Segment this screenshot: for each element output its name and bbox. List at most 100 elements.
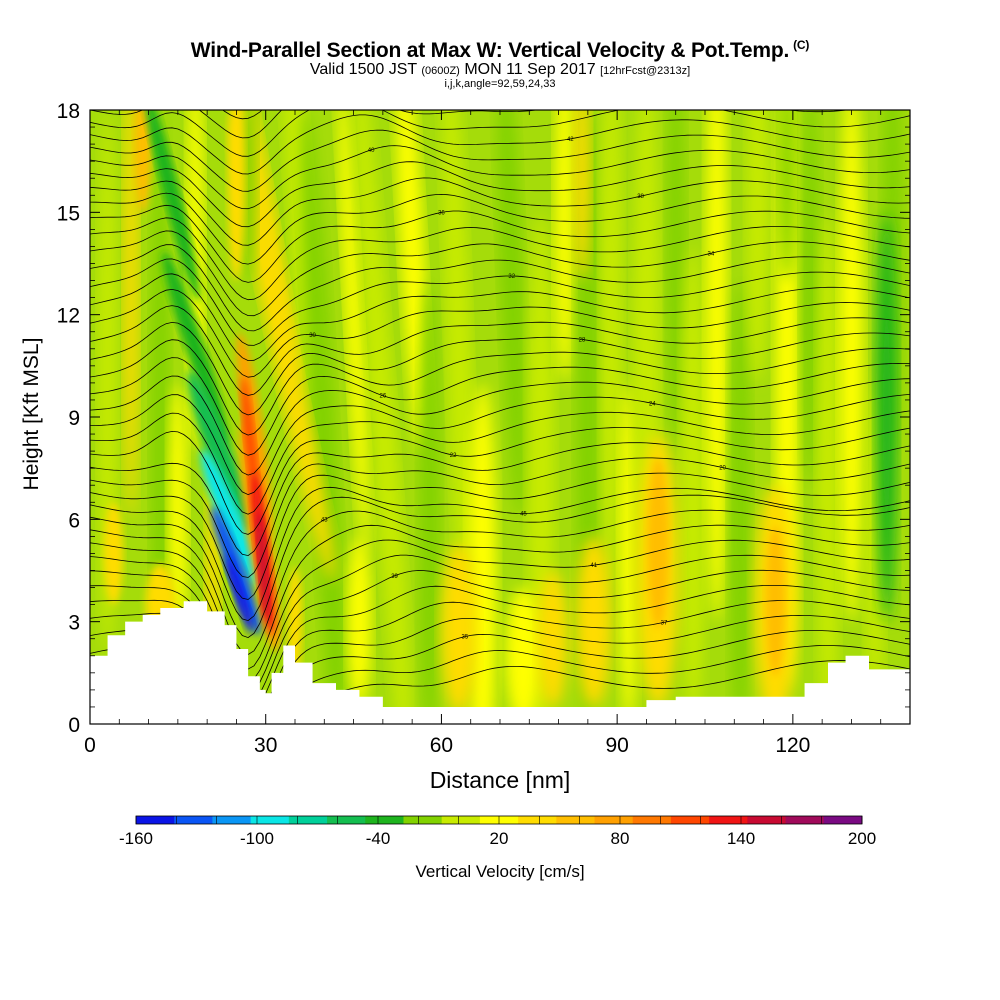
chart-subtitle: Valid 1500 JST (0600Z) MON 11 Sep 2017 [… (309, 61, 691, 78)
isentrope-line (90, 375, 910, 476)
colorbar-swatch (594, 816, 634, 824)
terrain (90, 601, 910, 724)
isentrope-line (90, 305, 910, 396)
isentrope-line (90, 442, 910, 557)
isentrope-line (90, 273, 910, 362)
updraft-97-core (647, 457, 669, 629)
isentrope-line (90, 217, 910, 301)
streak-18 (619, 382, 639, 724)
isentrope-label: 44 (298, 92, 305, 98)
velocity-field (98, 110, 903, 724)
updraft-surface-3 (576, 536, 612, 707)
colorbar-swatch (632, 816, 672, 824)
x-tick-label: 0 (84, 734, 96, 757)
colorbar-swatch (785, 816, 825, 824)
isentrope-label: 20 (719, 466, 726, 472)
isentropes (90, 110, 910, 724)
isentrope-line (90, 394, 910, 496)
downdraft-upper-1 (144, 110, 200, 302)
colorbar-tick-label: 140 (727, 829, 755, 848)
isentrope-line (90, 204, 910, 283)
streak-21 (681, 246, 705, 724)
colorbar-swatch (709, 816, 748, 824)
streak-39 (778, 110, 796, 281)
colorbar: -160 -100 -40 20 80 140 200 (119, 815, 876, 848)
colorbar-tick-label: 20 (490, 829, 509, 848)
isentrope-label: 37 (661, 620, 668, 626)
isentrope-line (90, 457, 910, 578)
isentrope-line (90, 427, 910, 535)
colorbar-tick-label: 80 (611, 829, 630, 848)
y-tick-label: 12 (57, 305, 80, 328)
y-tick-label: 6 (68, 509, 80, 532)
streak-7 (338, 110, 369, 554)
colorbar-swatch (670, 816, 710, 824)
streak-22 (706, 110, 728, 622)
streak-20 (666, 110, 686, 452)
isentrope-label: 45 (520, 512, 527, 518)
isentrope-line (90, 114, 910, 175)
isentrope-line (90, 321, 910, 416)
isentrope-line (90, 486, 910, 622)
colorbar-swatch (747, 816, 787, 824)
isentrope-line (222, 110, 263, 120)
streak-33 (505, 587, 541, 724)
isentrope-line (90, 161, 910, 228)
colorbar-swatch (518, 816, 557, 824)
streak-17 (600, 110, 622, 588)
isentrope-label: 38 (637, 194, 644, 200)
x-tick-label: 30 (254, 734, 277, 757)
isentrope-line (90, 110, 910, 157)
colorbar-tick-label: -100 (240, 829, 274, 848)
isentrope-line (90, 660, 910, 724)
colorbar-swatch (212, 816, 252, 824)
streak-32 (347, 536, 372, 707)
isentrope-label: 42 (567, 137, 574, 143)
isentrope-line (90, 177, 910, 246)
isentrope-label: 39 (391, 574, 398, 580)
isentrope-line (90, 230, 910, 317)
isentrope-line (90, 288, 910, 378)
updraft-rotor-core (257, 512, 269, 622)
x-tick-label: 60 (430, 734, 453, 757)
isentrope-label: 40 (368, 148, 375, 154)
colorbar-tick-label: -40 (366, 829, 391, 848)
isentrope-label: 35 (462, 635, 469, 641)
streak-13 (497, 110, 527, 520)
x-axis-label: Distance [nm] (429, 767, 571, 793)
streak-28 (839, 110, 864, 622)
isentrope-label: 30 (309, 333, 316, 339)
isentrope-label: 34 (708, 251, 715, 257)
colorbar-swatch (250, 816, 290, 824)
y-tick-label: 9 (68, 407, 80, 430)
colorbar-label: Vertical Velocity [cm/s] (415, 862, 585, 881)
y-tick-label: 0 (68, 714, 80, 737)
colorbar-swatch (136, 816, 175, 824)
streak-9 (396, 110, 429, 451)
isentrope-line (90, 145, 910, 210)
colorbar-swatch (823, 816, 863, 824)
updraft-upper-1 (228, 110, 245, 281)
y-tick-label: 15 (57, 202, 80, 225)
x-tick-label: 90 (605, 734, 628, 757)
isentrope-label: 28 (579, 337, 586, 343)
isentrope-line (90, 357, 910, 456)
colorbar-tick-label: -160 (119, 829, 153, 848)
streak-24 (747, 110, 769, 383)
streak-8 (354, 110, 412, 724)
y-tick-label: 3 (68, 612, 80, 635)
isentrope-line (90, 129, 910, 192)
updraft-surface-2 (538, 570, 568, 707)
streak-31 (876, 212, 898, 622)
isentrope-label: 41 (590, 563, 597, 569)
isentrope-line (90, 244, 910, 332)
streak-23 (729, 280, 751, 724)
x-tick-label: 120 (775, 734, 810, 757)
updraft-left-edge (104, 502, 123, 605)
streak-38 (573, 110, 591, 281)
isentrope-line (90, 339, 910, 436)
